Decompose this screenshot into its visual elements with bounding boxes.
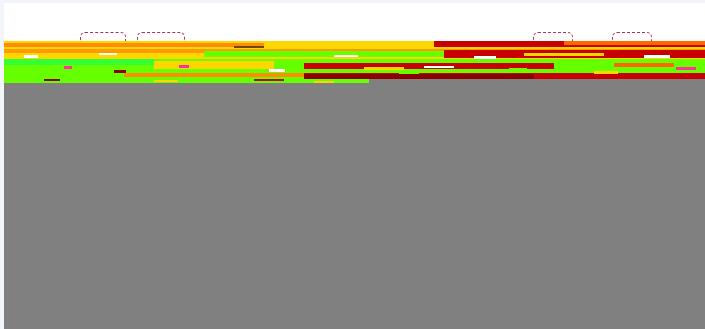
- tab-outline-1[interactable]: [80, 32, 126, 42]
- tab-outline-4[interactable]: [612, 32, 652, 42]
- top-toolbar: [4, 3, 705, 41]
- blank-content-viewport: [4, 83, 705, 329]
- tab-outline-3[interactable]: [533, 32, 573, 42]
- tab-outline-2[interactable]: [137, 32, 185, 42]
- glitched-render-band: [4, 41, 705, 83]
